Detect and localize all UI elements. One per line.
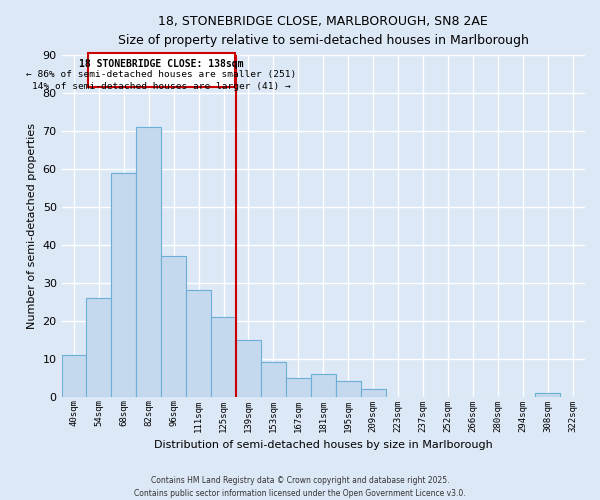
- FancyBboxPatch shape: [88, 53, 235, 88]
- Bar: [535, 393, 560, 396]
- Text: 14% of semi-detached houses are larger (41) →: 14% of semi-detached houses are larger (…: [32, 82, 290, 90]
- X-axis label: Distribution of semi-detached houses by size in Marlborough: Distribution of semi-detached houses by …: [154, 440, 493, 450]
- Bar: [336, 382, 361, 396]
- Bar: [161, 256, 186, 396]
- Text: ← 86% of semi-detached houses are smaller (251): ← 86% of semi-detached houses are smalle…: [26, 70, 296, 80]
- Bar: [361, 389, 386, 396]
- Y-axis label: Number of semi-detached properties: Number of semi-detached properties: [27, 123, 37, 329]
- Bar: [62, 355, 86, 397]
- Bar: [286, 378, 311, 396]
- Bar: [261, 362, 286, 396]
- Bar: [112, 172, 136, 396]
- Bar: [211, 317, 236, 396]
- Bar: [236, 340, 261, 396]
- Bar: [186, 290, 211, 397]
- Text: 18 STONEBRIDGE CLOSE: 138sqm: 18 STONEBRIDGE CLOSE: 138sqm: [79, 59, 244, 69]
- Bar: [311, 374, 336, 396]
- Bar: [136, 127, 161, 396]
- Text: Contains HM Land Registry data © Crown copyright and database right 2025.
Contai: Contains HM Land Registry data © Crown c…: [134, 476, 466, 498]
- Bar: [86, 298, 112, 396]
- Title: 18, STONEBRIDGE CLOSE, MARLBOROUGH, SN8 2AE
Size of property relative to semi-de: 18, STONEBRIDGE CLOSE, MARLBOROUGH, SN8 …: [118, 15, 529, 47]
